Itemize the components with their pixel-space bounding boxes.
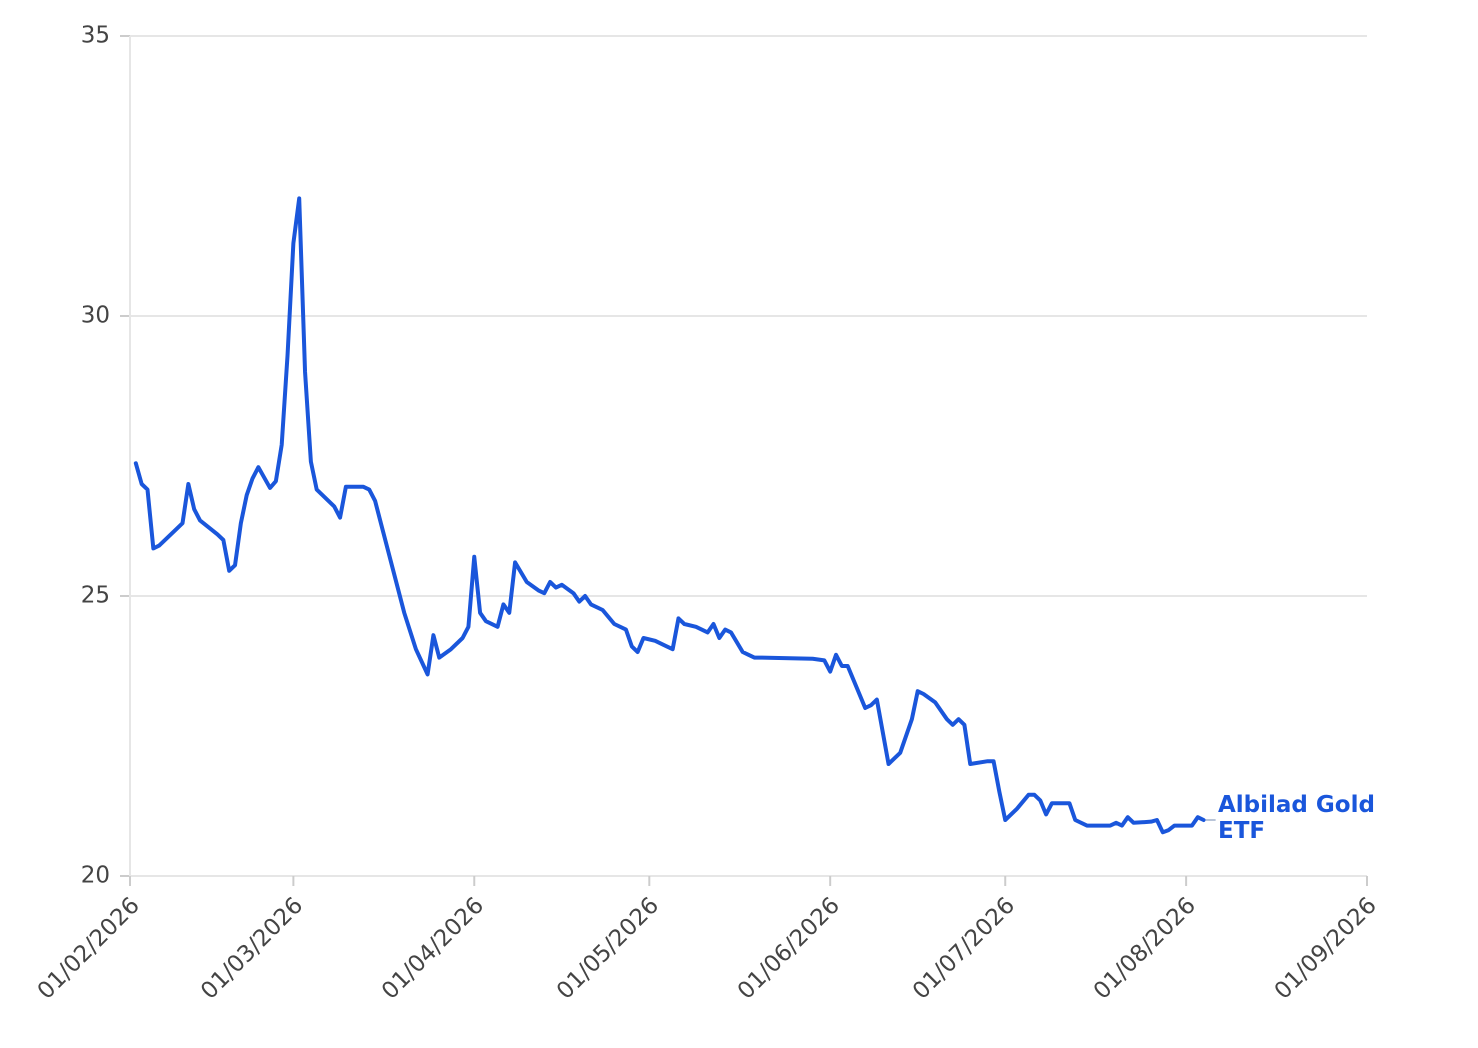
x-tick-label: 01/04/2026	[377, 892, 489, 1004]
x-tick-label: 01/07/2026	[908, 892, 1020, 1004]
y-tick-label: 20	[81, 863, 110, 889]
x-tick-label: 01/06/2026	[733, 892, 845, 1004]
x-tick-label: 01/05/2026	[552, 892, 664, 1004]
y-tick-label: 30	[81, 303, 110, 329]
y-tick-label: 35	[81, 23, 110, 49]
series-line	[133, 196, 1206, 835]
x-tick-label: 01/08/2026	[1089, 892, 1201, 1004]
x-tick-label: 01/09/2026	[1270, 892, 1382, 1004]
x-tick-label: 01/02/2026	[33, 892, 145, 1004]
series-label: Albilad Gold ETF	[1218, 792, 1375, 844]
x-tick-label: 01/03/2026	[196, 892, 308, 1004]
y-tick-label: 25	[81, 583, 110, 609]
